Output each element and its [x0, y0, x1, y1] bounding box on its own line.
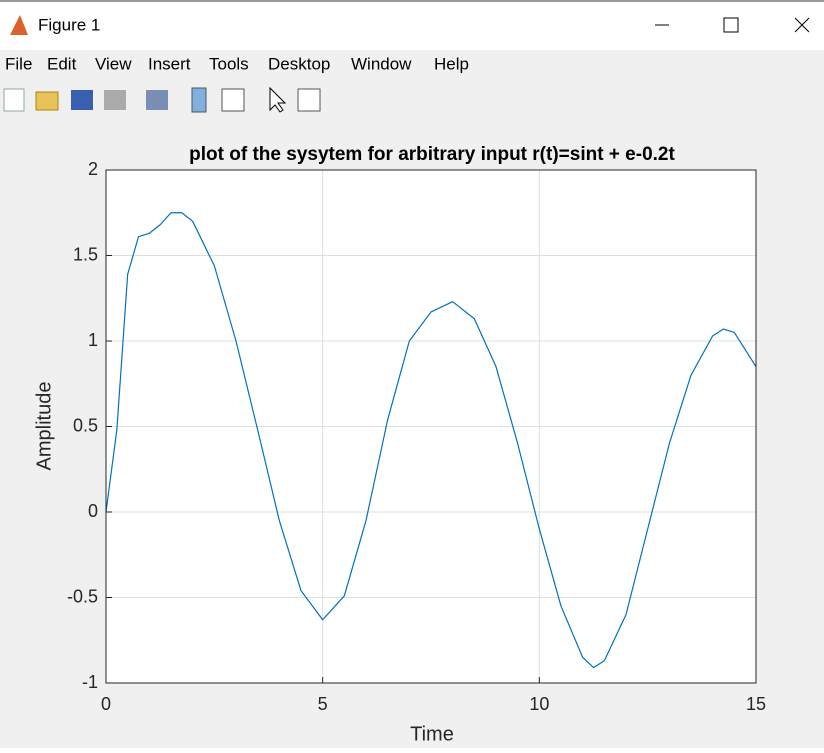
close-button[interactable] [794, 17, 810, 33]
x-tick-label: 5 [318, 694, 328, 714]
x-tick-label: 0 [101, 694, 111, 714]
y-tick-label: 2 [88, 159, 98, 179]
menu-item[interactable]: Desktop [268, 54, 330, 73]
y-tick-label: 1.5 [73, 244, 98, 264]
y-tick-label: 0 [88, 501, 98, 521]
colorbar-icon[interactable] [191, 87, 207, 113]
menu-item[interactable]: Help [434, 54, 469, 73]
print-icon[interactable] [104, 90, 126, 110]
chart-title: plot of the sysytem for arbitrary input … [189, 144, 675, 165]
open-icon[interactable] [35, 91, 59, 111]
pointer-icon[interactable] [269, 86, 287, 113]
save-icon[interactable] [71, 90, 93, 110]
y-tick-label: 0.5 [73, 415, 98, 435]
menu-item[interactable]: View [95, 54, 132, 73]
app-icon [10, 15, 28, 35]
link-icon[interactable] [146, 90, 168, 110]
axes-box [105, 169, 757, 684]
property-icon[interactable] [297, 88, 321, 112]
menu-item[interactable]: Edit [47, 54, 77, 73]
data-line [105, 212, 757, 669]
y-tick-label: -1 [82, 672, 98, 692]
x-axis-label: Time [410, 723, 454, 745]
y-axis-label: Amplitude [33, 382, 55, 471]
menu-bar: File Edit View Insert Tools Desktop Window Help [5, 54, 469, 73]
title-bar [0, 0, 824, 50]
toolbar [3, 86, 321, 113]
menu-item[interactable]: Insert [148, 54, 191, 73]
new-icon[interactable] [3, 88, 25, 112]
window-title: Figure 1 [38, 15, 100, 34]
maximize-button[interactable] [723, 17, 739, 33]
y-tick-label: -0.5 [67, 586, 98, 606]
x-tick-label: 10 [529, 694, 549, 714]
y-tick-label: 1 [88, 330, 98, 350]
menu-item[interactable]: Window [351, 54, 412, 73]
menu-item[interactable]: File [5, 54, 32, 73]
x-tick-label: 15 [746, 694, 766, 714]
legend-icon[interactable] [221, 88, 245, 112]
menu-item[interactable]: Tools [209, 54, 249, 73]
